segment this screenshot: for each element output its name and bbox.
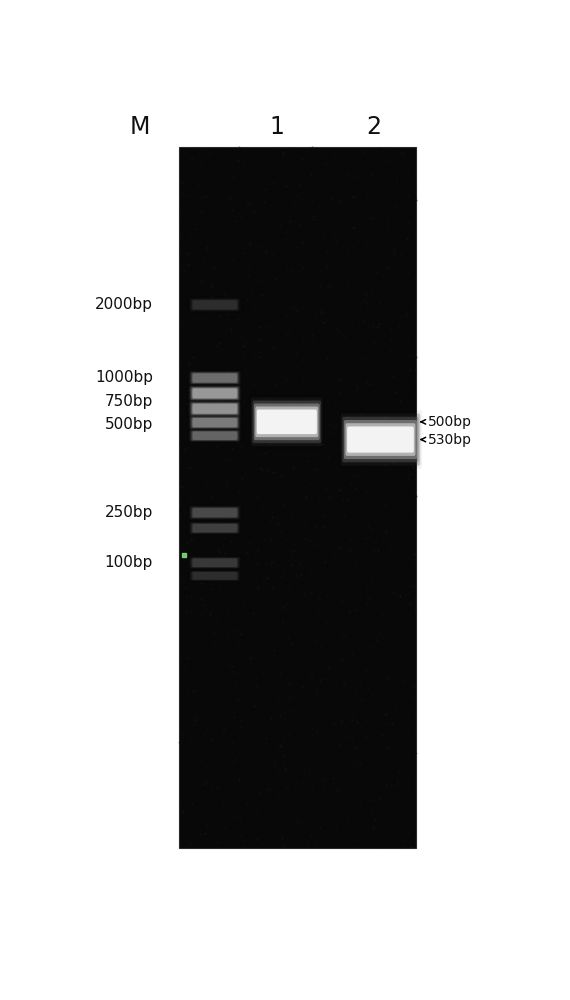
FancyBboxPatch shape [188, 385, 241, 402]
Bar [180, 147, 416, 848]
FancyBboxPatch shape [188, 415, 241, 430]
FancyBboxPatch shape [255, 407, 318, 437]
FancyBboxPatch shape [192, 417, 238, 428]
FancyBboxPatch shape [188, 401, 241, 417]
FancyBboxPatch shape [188, 570, 242, 582]
FancyBboxPatch shape [188, 297, 242, 313]
Text: 2: 2 [367, 115, 381, 139]
FancyBboxPatch shape [251, 398, 323, 446]
FancyBboxPatch shape [189, 506, 241, 519]
FancyBboxPatch shape [193, 559, 237, 567]
FancyBboxPatch shape [254, 404, 320, 440]
FancyBboxPatch shape [189, 386, 241, 401]
FancyBboxPatch shape [190, 387, 239, 400]
FancyBboxPatch shape [188, 429, 241, 442]
FancyBboxPatch shape [193, 572, 237, 580]
FancyBboxPatch shape [347, 426, 414, 453]
FancyBboxPatch shape [192, 558, 238, 568]
Text: 1: 1 [269, 115, 284, 139]
FancyBboxPatch shape [188, 556, 241, 569]
FancyBboxPatch shape [193, 388, 237, 398]
FancyBboxPatch shape [250, 395, 324, 449]
FancyBboxPatch shape [189, 401, 241, 416]
FancyBboxPatch shape [192, 373, 238, 383]
FancyBboxPatch shape [343, 417, 418, 462]
FancyBboxPatch shape [344, 420, 417, 459]
FancyBboxPatch shape [190, 417, 239, 429]
FancyBboxPatch shape [192, 523, 238, 533]
FancyBboxPatch shape [188, 505, 242, 521]
Text: 500bp: 500bp [428, 415, 472, 429]
FancyBboxPatch shape [188, 505, 241, 520]
FancyBboxPatch shape [193, 373, 237, 383]
FancyBboxPatch shape [189, 430, 241, 442]
FancyBboxPatch shape [188, 400, 242, 418]
FancyBboxPatch shape [253, 401, 321, 443]
FancyBboxPatch shape [190, 402, 239, 415]
FancyBboxPatch shape [256, 410, 317, 434]
FancyBboxPatch shape [190, 523, 239, 533]
FancyBboxPatch shape [193, 300, 237, 309]
FancyBboxPatch shape [192, 299, 238, 310]
Text: 250bp: 250bp [105, 505, 153, 520]
FancyBboxPatch shape [188, 370, 242, 386]
Text: 1000bp: 1000bp [95, 370, 153, 385]
FancyBboxPatch shape [345, 423, 416, 456]
FancyBboxPatch shape [193, 524, 237, 532]
FancyBboxPatch shape [190, 430, 239, 441]
FancyBboxPatch shape [189, 557, 241, 569]
FancyBboxPatch shape [189, 416, 241, 429]
Text: 750bp: 750bp [105, 394, 153, 409]
FancyBboxPatch shape [190, 571, 239, 581]
FancyBboxPatch shape [189, 371, 241, 385]
FancyBboxPatch shape [188, 297, 241, 312]
FancyBboxPatch shape [189, 522, 241, 534]
Text: 100bp: 100bp [105, 555, 153, 570]
FancyBboxPatch shape [188, 521, 242, 535]
FancyBboxPatch shape [188, 415, 242, 431]
FancyBboxPatch shape [193, 431, 237, 440]
Text: M: M [129, 115, 150, 139]
FancyBboxPatch shape [189, 298, 241, 311]
FancyBboxPatch shape [193, 508, 237, 517]
FancyBboxPatch shape [188, 570, 241, 582]
FancyBboxPatch shape [190, 299, 239, 311]
FancyBboxPatch shape [190, 372, 239, 384]
Text: 500bp: 500bp [105, 417, 153, 432]
FancyBboxPatch shape [190, 507, 239, 519]
FancyBboxPatch shape [188, 522, 241, 535]
FancyBboxPatch shape [193, 418, 237, 427]
FancyBboxPatch shape [188, 371, 241, 385]
FancyBboxPatch shape [341, 414, 420, 466]
FancyBboxPatch shape [192, 431, 238, 441]
FancyBboxPatch shape [188, 556, 242, 570]
FancyBboxPatch shape [192, 572, 238, 580]
Text: 2000bp: 2000bp [95, 297, 153, 312]
FancyBboxPatch shape [192, 388, 238, 399]
FancyBboxPatch shape [189, 571, 241, 581]
FancyBboxPatch shape [188, 429, 242, 443]
FancyBboxPatch shape [190, 557, 239, 568]
FancyBboxPatch shape [339, 410, 422, 469]
FancyBboxPatch shape [192, 507, 238, 518]
FancyBboxPatch shape [188, 384, 242, 402]
Text: 530bp: 530bp [428, 433, 472, 447]
FancyBboxPatch shape [193, 404, 237, 414]
FancyBboxPatch shape [192, 403, 238, 415]
